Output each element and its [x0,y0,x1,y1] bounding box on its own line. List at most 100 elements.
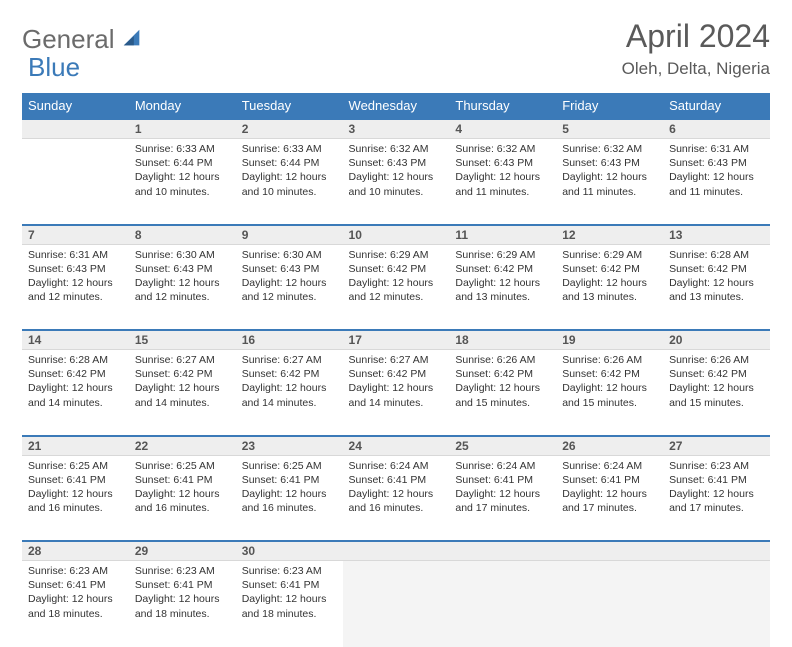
sunrise-line: Sunrise: 6:24 AM [562,459,657,473]
day-content-cell: Sunrise: 6:25 AMSunset: 6:41 PMDaylight:… [236,455,343,541]
day-number-cell: 19 [556,330,663,350]
day-number-cell: 28 [22,541,129,561]
content-row: Sunrise: 6:33 AMSunset: 6:44 PMDaylight:… [22,139,770,225]
daylight-line2: and 13 minutes. [455,290,550,304]
day-content-cell: Sunrise: 6:28 AMSunset: 6:42 PMDaylight:… [22,350,129,436]
sunrise-line: Sunrise: 6:25 AM [135,459,230,473]
daylight-line1: Daylight: 12 hours [135,592,230,606]
logo: General [22,24,145,55]
daylight-line1: Daylight: 12 hours [562,170,657,184]
sunrise-line: Sunrise: 6:26 AM [562,353,657,367]
day-content-cell: Sunrise: 6:29 AMSunset: 6:42 PMDaylight:… [449,244,556,330]
daylight-line2: and 16 minutes. [242,501,337,515]
day-content-cell [343,561,450,647]
sunrise-line: Sunrise: 6:33 AM [242,142,337,156]
sunset-line: Sunset: 6:43 PM [242,262,337,276]
day-content-cell: Sunrise: 6:23 AMSunset: 6:41 PMDaylight:… [663,455,770,541]
day-number-cell: 25 [449,436,556,456]
daylight-line1: Daylight: 12 hours [242,170,337,184]
daylight-line2: and 14 minutes. [135,396,230,410]
daylight-line2: and 14 minutes. [28,396,123,410]
day-number-cell: 8 [129,225,236,245]
day-content-cell: Sunrise: 6:26 AMSunset: 6:42 PMDaylight:… [663,350,770,436]
daylight-line2: and 15 minutes. [562,396,657,410]
day-number-cell: 17 [343,330,450,350]
sunrise-line: Sunrise: 6:29 AM [455,248,550,262]
daylight-line1: Daylight: 12 hours [28,592,123,606]
sunset-line: Sunset: 6:43 PM [455,156,550,170]
day-number-cell: 2 [236,119,343,139]
sunrise-line: Sunrise: 6:30 AM [135,248,230,262]
day-content-cell: Sunrise: 6:24 AMSunset: 6:41 PMDaylight:… [449,455,556,541]
day-number-cell: 10 [343,225,450,245]
sunset-line: Sunset: 6:41 PM [28,578,123,592]
day-content-cell: Sunrise: 6:32 AMSunset: 6:43 PMDaylight:… [343,139,450,225]
day-content-cell: Sunrise: 6:24 AMSunset: 6:41 PMDaylight:… [556,455,663,541]
day-content-cell [556,561,663,647]
day-content-cell: Sunrise: 6:23 AMSunset: 6:41 PMDaylight:… [236,561,343,647]
day-number-cell [22,119,129,139]
daylight-line1: Daylight: 12 hours [28,276,123,290]
calendar-table: Sunday Monday Tuesday Wednesday Thursday… [22,93,770,647]
day-content-cell: Sunrise: 6:33 AMSunset: 6:44 PMDaylight:… [129,139,236,225]
day-number-cell: 29 [129,541,236,561]
sunset-line: Sunset: 6:44 PM [135,156,230,170]
daynum-row: 78910111213 [22,225,770,245]
header-friday: Friday [556,93,663,119]
daylight-line2: and 11 minutes. [455,185,550,199]
sunrise-line: Sunrise: 6:29 AM [562,248,657,262]
day-content-cell: Sunrise: 6:25 AMSunset: 6:41 PMDaylight:… [22,455,129,541]
day-content-cell: Sunrise: 6:29 AMSunset: 6:42 PMDaylight:… [556,244,663,330]
daylight-line1: Daylight: 12 hours [349,276,444,290]
day-number-cell: 9 [236,225,343,245]
day-number-cell [556,541,663,561]
sunset-line: Sunset: 6:43 PM [28,262,123,276]
daylight-line2: and 12 minutes. [135,290,230,304]
daylight-line1: Daylight: 12 hours [669,276,764,290]
daylight-line1: Daylight: 12 hours [669,487,764,501]
day-number-cell: 1 [129,119,236,139]
day-number-cell [449,541,556,561]
daylight-line2: and 18 minutes. [135,607,230,621]
sunset-line: Sunset: 6:41 PM [135,578,230,592]
day-content-cell: Sunrise: 6:25 AMSunset: 6:41 PMDaylight:… [129,455,236,541]
header-tuesday: Tuesday [236,93,343,119]
daylight-line1: Daylight: 12 hours [135,170,230,184]
daylight-line1: Daylight: 12 hours [242,487,337,501]
daynum-row: 21222324252627 [22,436,770,456]
sunrise-line: Sunrise: 6:25 AM [28,459,123,473]
daylight-line2: and 11 minutes. [562,185,657,199]
day-number-cell: 3 [343,119,450,139]
daylight-line2: and 17 minutes. [562,501,657,515]
sunset-line: Sunset: 6:41 PM [562,473,657,487]
daylight-line2: and 10 minutes. [349,185,444,199]
day-number-cell: 14 [22,330,129,350]
location-label: Oleh, Delta, Nigeria [622,59,770,79]
daylight-line2: and 18 minutes. [242,607,337,621]
daylight-line2: and 17 minutes. [669,501,764,515]
sunrise-line: Sunrise: 6:27 AM [349,353,444,367]
daylight-line1: Daylight: 12 hours [349,170,444,184]
daylight-line1: Daylight: 12 hours [669,170,764,184]
sunset-line: Sunset: 6:42 PM [455,367,550,381]
daylight-line2: and 16 minutes. [28,501,123,515]
weekday-header-row: Sunday Monday Tuesday Wednesday Thursday… [22,93,770,119]
day-content-cell: Sunrise: 6:32 AMSunset: 6:43 PMDaylight:… [556,139,663,225]
sunset-line: Sunset: 6:42 PM [455,262,550,276]
day-number-cell: 18 [449,330,556,350]
sunset-line: Sunset: 6:42 PM [562,367,657,381]
sunset-line: Sunset: 6:42 PM [669,367,764,381]
sunset-line: Sunset: 6:41 PM [455,473,550,487]
title-block: April 2024 Oleh, Delta, Nigeria [622,18,770,79]
content-row: Sunrise: 6:28 AMSunset: 6:42 PMDaylight:… [22,350,770,436]
day-number-cell: 23 [236,436,343,456]
sunset-line: Sunset: 6:43 PM [135,262,230,276]
header-saturday: Saturday [663,93,770,119]
daylight-line2: and 15 minutes. [455,396,550,410]
daylight-line1: Daylight: 12 hours [349,487,444,501]
sunset-line: Sunset: 6:42 PM [242,367,337,381]
day-number-cell: 11 [449,225,556,245]
daylight-line2: and 12 minutes. [242,290,337,304]
header-monday: Monday [129,93,236,119]
sunset-line: Sunset: 6:43 PM [349,156,444,170]
